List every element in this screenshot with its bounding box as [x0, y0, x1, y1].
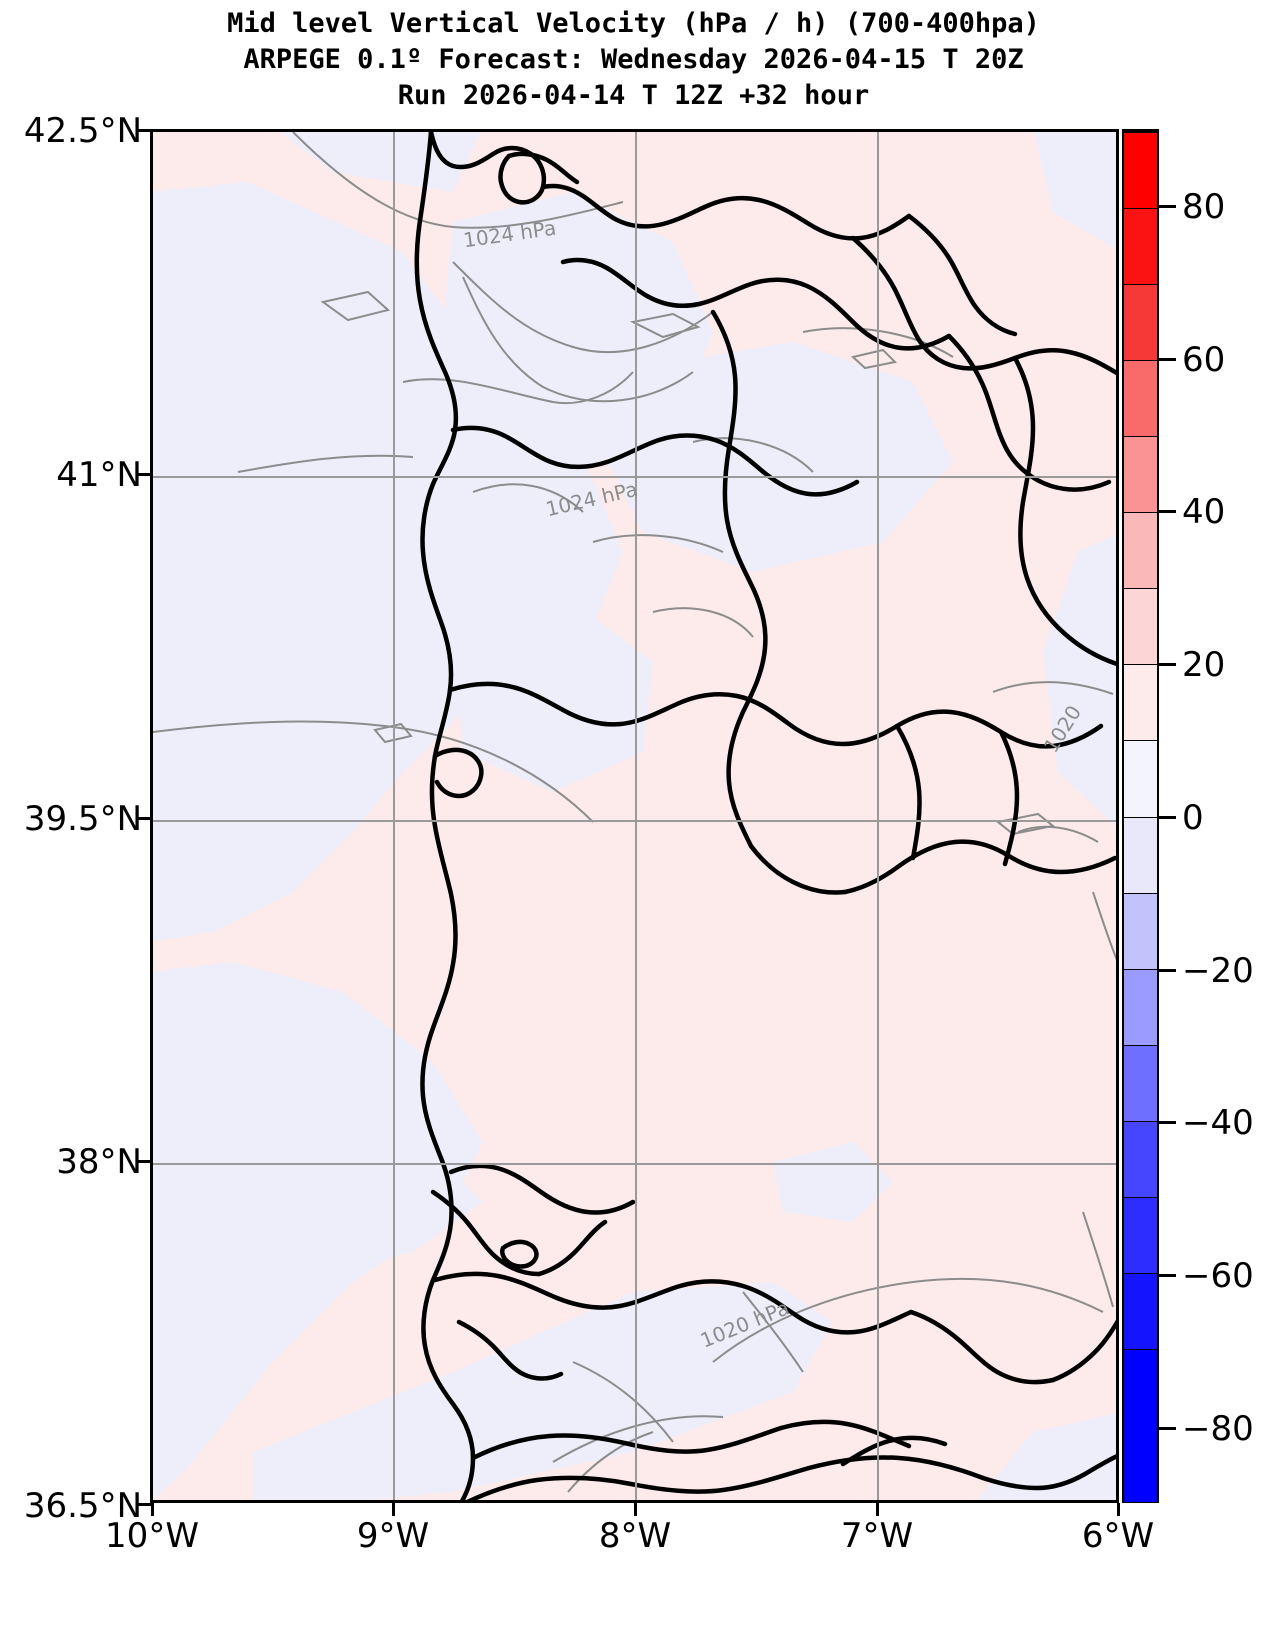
title-line-3: Run 2026-04-14 T 12Z +32 hour — [397, 80, 870, 111]
colorbar-label-0: 0 — [1182, 798, 1204, 838]
colorbar-label-20: 20 — [1182, 645, 1226, 685]
colorbar-band — [1124, 663, 1157, 741]
colorbar-band-separator — [1124, 207, 1157, 209]
ytick-label-42-5n: 42.5°N — [23, 111, 142, 151]
colorbar-band — [1124, 359, 1157, 437]
colorbar-band — [1124, 1272, 1157, 1350]
ytick-mark-42-5n — [138, 129, 151, 132]
colorbar-label-60: 60 — [1182, 340, 1226, 380]
gridline-vertical-8w — [635, 132, 637, 1500]
colorbar-band-separator — [1124, 359, 1157, 361]
ytick-mark-36-5n — [138, 1503, 151, 1506]
colorbar-band-separator — [1124, 892, 1157, 894]
xtick-label-8w: 8°W — [598, 1516, 672, 1556]
isobar-contours — [153, 132, 1116, 1493]
colorbar-band — [1124, 1044, 1157, 1122]
colorbar-band — [1124, 283, 1157, 360]
colorbar-band-separator — [1124, 435, 1157, 438]
colorbar-tick-20 — [1159, 663, 1176, 666]
colorbar-band — [1124, 968, 1157, 1045]
colorbar-band-separator — [1124, 663, 1157, 666]
gridline-horizontal-41n — [153, 476, 1116, 478]
colorbar-band-separator — [1124, 968, 1157, 970]
colorbar-band-separator — [1124, 739, 1157, 742]
colorbar-tick-m20 — [1159, 969, 1176, 972]
colorbar-band-separator — [1124, 1120, 1157, 1123]
colorbar-band-separator — [1124, 1272, 1157, 1275]
colorbar-band-separator — [1124, 816, 1157, 818]
gridline-horizontal-38n — [153, 1163, 1116, 1165]
xtick-mark-6w — [1117, 1503, 1120, 1516]
map-plot-area[interactable]: 1024 hPa 1024 hPa 1020 1020 hPa — [150, 129, 1119, 1503]
colorbar-band-separator — [1124, 1348, 1157, 1351]
colorbar-band — [1124, 1348, 1157, 1426]
colorbar[interactable] — [1122, 129, 1159, 1503]
colorbar-label-m80: −80 — [1182, 1409, 1254, 1449]
colorbar-band-separator — [1124, 1044, 1157, 1046]
gridline-horizontal-395n — [153, 820, 1116, 822]
coastline-and-borders — [414, 132, 1116, 1500]
colorbar-band — [1124, 435, 1157, 513]
ytick-label-39-5n: 39.5°N — [23, 799, 142, 839]
title-line-1: Mid level Vertical Velocity (hPa / h) (7… — [227, 8, 1040, 39]
colorbar-tick-40 — [1159, 510, 1176, 513]
colorbar-tick-m80 — [1159, 1427, 1176, 1430]
colorbar-tick-m40 — [1159, 1121, 1176, 1124]
ytick-label-38n: 38°N — [56, 1142, 142, 1182]
xtick-mark-9w — [392, 1503, 395, 1516]
colorbar-label-80: 80 — [1182, 187, 1226, 227]
colorbar-band — [1124, 816, 1157, 893]
colorbar-label-m20: −20 — [1182, 951, 1254, 991]
colorbar-label-40: 40 — [1182, 492, 1226, 532]
xtick-label-10w: 10°W — [105, 1516, 199, 1556]
colorbar-band — [1124, 207, 1157, 284]
gridline-vertical-7w — [877, 132, 879, 1500]
colorbar-label-m40: −40 — [1182, 1103, 1254, 1143]
xtick-mark-10w — [151, 1503, 154, 1516]
colorbar-tick-0 — [1159, 816, 1176, 819]
colorbar-band — [1124, 1424, 1157, 1502]
xtick-mark-8w — [634, 1503, 637, 1516]
vertical-velocity-field — [153, 132, 1116, 1500]
colorbar-band — [1124, 131, 1157, 208]
xtick-label-9w: 9°W — [356, 1516, 430, 1556]
colorbar-band — [1124, 1120, 1157, 1198]
colorbar-band — [1124, 587, 1157, 665]
colorbar-band-separator — [1124, 1196, 1157, 1199]
colorbar-band — [1124, 739, 1157, 817]
gridline-vertical-9w — [393, 132, 395, 1500]
colorbar-label-m60: −60 — [1182, 1256, 1254, 1296]
colorbar-band — [1124, 892, 1157, 969]
ytick-mark-38n — [138, 1160, 151, 1163]
xtick-mark-7w — [876, 1503, 879, 1516]
colorbar-tick-m60 — [1159, 1274, 1176, 1277]
colorbar-tick-80 — [1159, 205, 1176, 208]
colorbar-band — [1124, 1196, 1157, 1274]
ytick-label-36-5n: 36.5°N — [23, 1486, 142, 1526]
colorbar-band-separator — [1124, 131, 1157, 133]
xtick-label-7w: 7°W — [840, 1516, 914, 1556]
ytick-mark-39-5n — [138, 817, 151, 820]
colorbar-band-separator — [1124, 587, 1157, 590]
ytick-mark-41n — [138, 473, 151, 476]
chart-title-block: Mid level Vertical Velocity (hPa / h) (7… — [0, 6, 1267, 114]
colorbar-band — [1124, 511, 1157, 589]
colorbar-band-separator — [1124, 511, 1157, 514]
ytick-label-41n: 41°N — [56, 455, 142, 495]
colorbar-tick-60 — [1159, 358, 1176, 361]
xtick-label-6w: 6°W — [1081, 1516, 1155, 1556]
title-line-2: ARPEGE 0.1º Forecast: Wednesday 2026-04-… — [243, 44, 1024, 75]
colorbar-band-separator — [1124, 283, 1157, 285]
